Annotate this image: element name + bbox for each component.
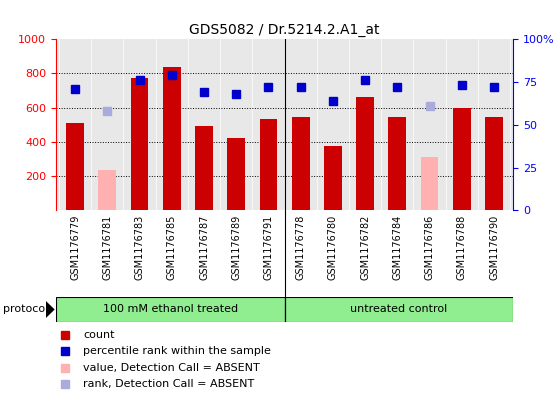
- Text: GSM1176787: GSM1176787: [199, 215, 209, 280]
- Bar: [56, 297, 285, 322]
- Text: GSM1176780: GSM1176780: [328, 215, 338, 280]
- Text: value, Detection Call = ABSENT: value, Detection Call = ABSENT: [83, 362, 260, 373]
- Text: count: count: [83, 330, 115, 340]
- Text: GSM1176789: GSM1176789: [231, 215, 241, 280]
- Text: GSM1176786: GSM1176786: [425, 215, 435, 280]
- Polygon shape: [46, 301, 55, 318]
- Text: untreated control: untreated control: [350, 305, 448, 314]
- Text: 100 mM ethanol treated: 100 mM ethanol treated: [103, 305, 238, 314]
- Text: GSM1176785: GSM1176785: [167, 215, 177, 280]
- Text: rank, Detection Call = ABSENT: rank, Detection Call = ABSENT: [83, 379, 254, 389]
- Bar: [324, 146, 341, 210]
- Text: GSM1176788: GSM1176788: [457, 215, 467, 280]
- Bar: [421, 157, 439, 210]
- Text: GSM1176790: GSM1176790: [489, 215, 499, 280]
- Title: GDS5082 / Dr.5214.2.A1_at: GDS5082 / Dr.5214.2.A1_at: [189, 23, 380, 37]
- Bar: [285, 297, 513, 322]
- Text: GSM1176783: GSM1176783: [134, 215, 145, 280]
- Text: protocol: protocol: [3, 305, 48, 314]
- Bar: [195, 127, 213, 210]
- Text: GSM1176778: GSM1176778: [296, 215, 306, 280]
- Bar: [453, 108, 470, 210]
- Text: GSM1176782: GSM1176782: [360, 215, 370, 280]
- Text: GSM1176779: GSM1176779: [70, 215, 80, 280]
- Bar: [99, 170, 116, 210]
- Bar: [228, 138, 245, 210]
- Bar: [131, 78, 148, 210]
- Bar: [485, 117, 503, 210]
- Bar: [163, 67, 181, 210]
- Bar: [292, 117, 310, 210]
- Bar: [388, 117, 406, 210]
- Text: GSM1176791: GSM1176791: [263, 215, 273, 280]
- Bar: [66, 123, 84, 210]
- Bar: [259, 119, 277, 210]
- Text: percentile rank within the sample: percentile rank within the sample: [83, 346, 271, 356]
- Text: GSM1176784: GSM1176784: [392, 215, 402, 280]
- Text: GSM1176781: GSM1176781: [102, 215, 112, 280]
- Bar: [356, 97, 374, 210]
